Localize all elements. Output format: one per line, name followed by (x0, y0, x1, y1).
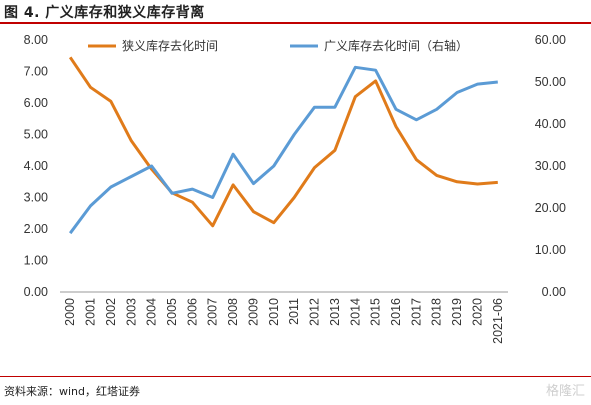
x-tick-label: 2000 (63, 298, 77, 326)
right-tick-label: 10.00 (535, 243, 566, 257)
legend-label: 狭义库存去化时间 (122, 38, 218, 53)
series-lines (68, 56, 498, 235)
x-tick-label: 2020 (470, 298, 484, 326)
x-tick-label: 2007 (206, 298, 220, 326)
x-tick-label: 2011 (287, 298, 301, 325)
left-tick-label: 6.00 (24, 96, 48, 110)
title-divider (0, 22, 591, 24)
right-tick-label: 30.00 (535, 159, 566, 173)
x-tick-label: 2014 (348, 298, 362, 326)
left-tick-label: 2.00 (24, 222, 48, 236)
x-tick-label: 2015 (369, 298, 383, 326)
footer-divider (0, 376, 591, 377)
x-tick-label: 2002 (104, 298, 118, 326)
left-axis: 0.00 1.00 2.00 3.00 4.00 5.00 6.00 7.00 8.00 (24, 33, 48, 299)
x-tick-label: 2016 (389, 298, 403, 326)
x-tick-label: 2021-06 (491, 298, 505, 344)
x-tick-label: 2013 (328, 298, 342, 326)
left-tick-label: 3.00 (24, 191, 48, 205)
legend-label: 广义库存去化时间（右轴） (324, 38, 468, 53)
watermark-logo: 格隆汇 (545, 384, 585, 399)
x-tick-label: 2019 (450, 298, 464, 326)
right-axis: 0.00 10.00 20.00 30.00 40.00 50.00 60.00 (535, 33, 566, 299)
x-tick-label: 2001 (84, 298, 98, 326)
figure-title: 图 4. 广义库存和狭义库存背离 (4, 5, 205, 21)
chart-legend: 狭义库存去化时间 广义库存去化时间（右轴） (88, 38, 468, 53)
left-tick-label: 5.00 (24, 128, 48, 142)
x-axis: 2000 2001 2002 2003 2004 2005 2006 2007 2008 2009… (60, 291, 508, 344)
x-tick-label: 2006 (185, 298, 199, 326)
x-tick-label: 2004 (145, 298, 159, 326)
x-tick-label: 2010 (267, 298, 281, 326)
left-tick-label: 8.00 (24, 33, 48, 47)
right-tick-label: 20.00 (535, 201, 566, 215)
left-tick-label: 4.00 (24, 159, 48, 173)
right-tick-label: 40.00 (535, 117, 566, 131)
right-tick-label: 60.00 (535, 33, 566, 47)
x-tick-label: 2017 (409, 298, 423, 326)
series-line-broad-inventory (68, 65, 498, 235)
x-tick-label: 2018 (430, 298, 444, 326)
left-tick-label: 1.00 (24, 254, 48, 268)
series-line-narrow-inventory (68, 56, 498, 228)
left-tick-label: 0.00 (24, 285, 48, 299)
x-tick-label: 2005 (165, 298, 179, 326)
x-tick-label: 2003 (124, 298, 138, 326)
source-note: 资料来源：wind，红塔证券 (4, 385, 141, 398)
x-tick-label: 2012 (308, 298, 322, 326)
right-tick-label: 50.00 (535, 75, 566, 89)
x-tick-label: 2009 (246, 298, 260, 326)
left-tick-label: 7.00 (24, 65, 48, 79)
x-tick-label: 2008 (226, 298, 240, 326)
right-tick-label: 0.00 (542, 285, 566, 299)
